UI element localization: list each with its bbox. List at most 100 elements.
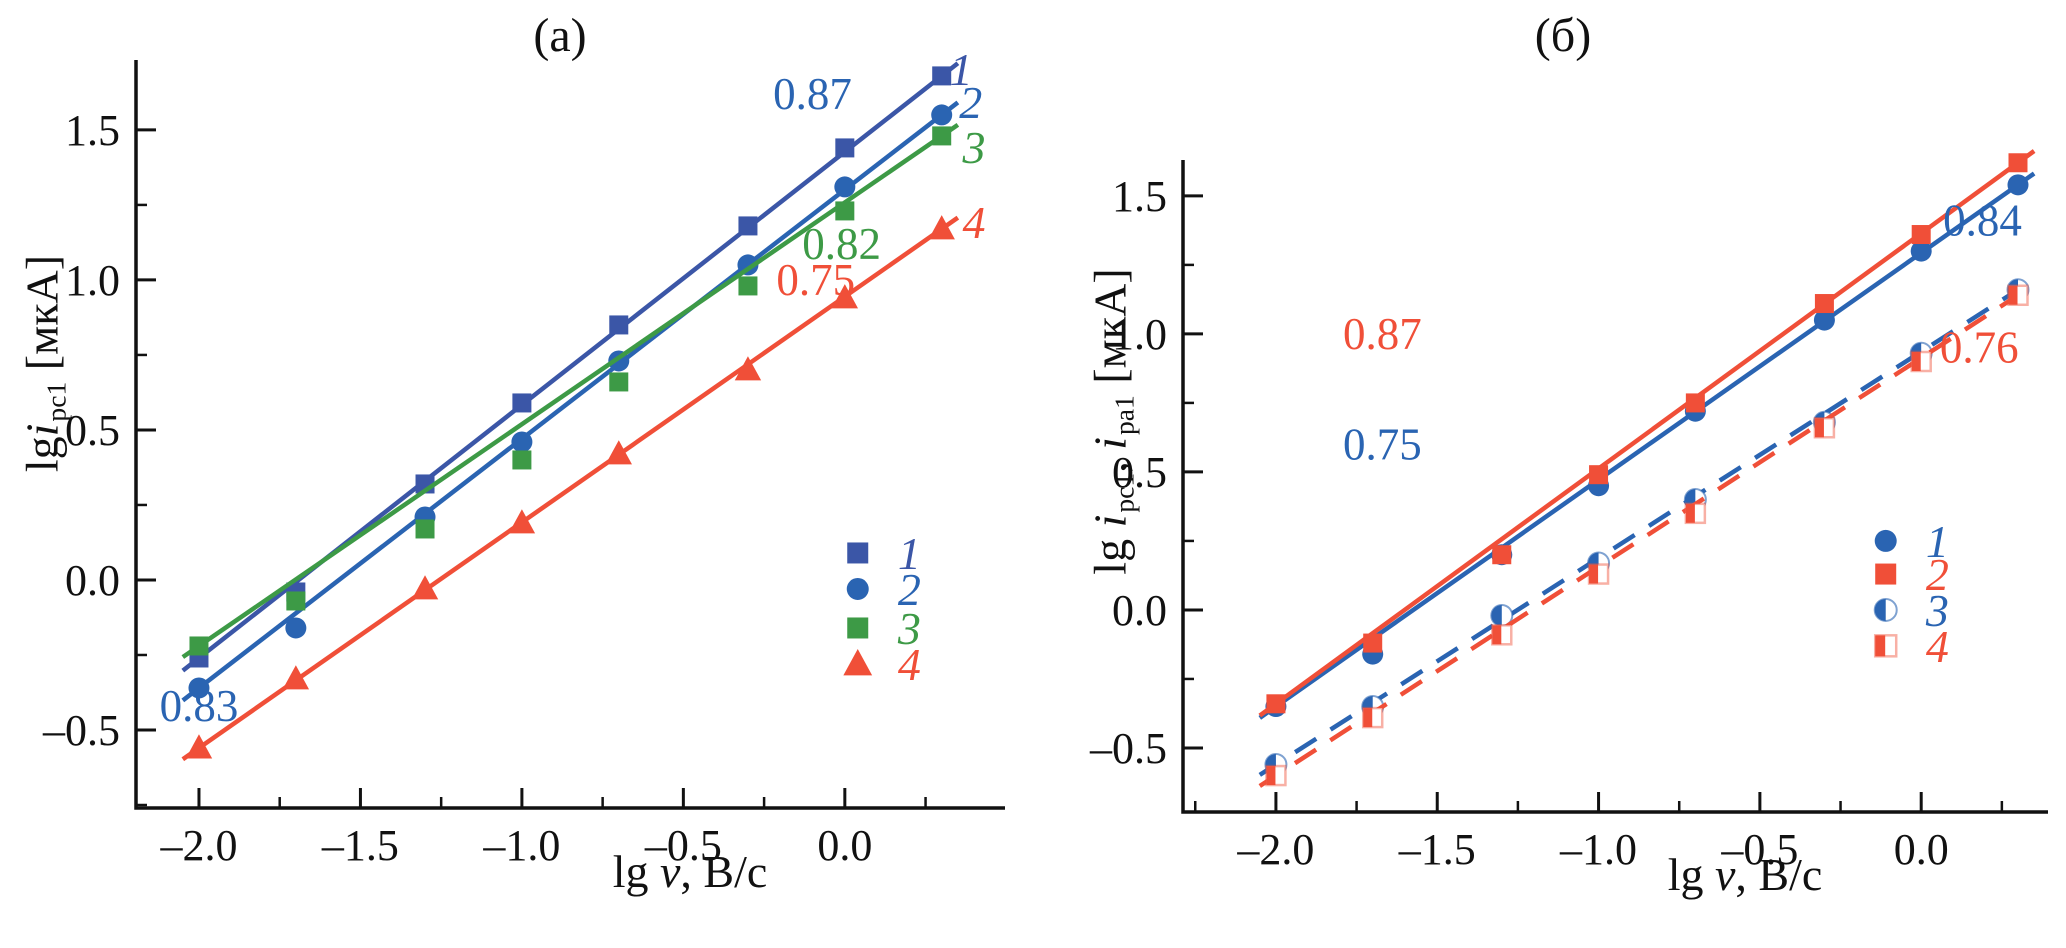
axis-title-part: i	[16, 423, 68, 437]
axis-lines	[134, 60, 1005, 810]
panel-a-title: (а)	[533, 9, 587, 62]
series-1-marker	[835, 138, 855, 158]
legend-marker-4	[1875, 635, 1886, 657]
axis-title-part: lg	[612, 846, 660, 897]
axis-title-part: [мкА]	[1084, 268, 1136, 396]
slope-annotation: 0.83	[160, 681, 239, 731]
x-tick-label: 0.0	[817, 821, 872, 870]
series-3-line	[181, 122, 960, 659]
x-tick-label: –2.0	[1236, 825, 1314, 874]
series-3-marker	[835, 201, 855, 221]
axis-title-part: v	[659, 846, 681, 897]
legend-marker-3	[847, 617, 869, 639]
series-2-marker	[1266, 694, 1286, 714]
series-4-marker	[411, 575, 439, 600]
legend-label-4: 4	[898, 639, 921, 690]
series-4-line	[1258, 282, 2036, 788]
legend-label-4: 4	[1926, 621, 1949, 672]
legend-marker-2	[846, 577, 869, 600]
series-2-marker	[285, 617, 307, 639]
series-1-marker	[738, 216, 758, 236]
series-1-marker	[932, 66, 952, 86]
axis-title-part: lg	[1667, 849, 1715, 900]
chart-b-plot: –2.0 –1.5 –1.0 –0.5 0.0 1.5 1.0 0.5 0.0 –0.5 0.87 0…	[1089, 149, 2048, 874]
line-label: 3	[961, 122, 985, 173]
series-3-marker	[738, 276, 758, 296]
slope-annotation: 0.75	[1343, 419, 1422, 469]
line-label: 1	[950, 44, 973, 95]
series-4-marker	[1685, 503, 1695, 523]
series-2-line	[1258, 149, 2036, 718]
series-4-marker	[2008, 285, 2018, 305]
series-2-marker	[931, 104, 953, 126]
y-tick-label: 1.0	[1112, 310, 1167, 359]
series-3-marker	[415, 519, 435, 539]
axis-title-part: pa1	[1108, 395, 1140, 435]
x-tick-label: –0.5	[644, 821, 722, 870]
x-tick-label: –0.5	[1720, 825, 1798, 874]
chart-a-plot: –2.0 –1.5 –1.0 –0.5 0.0 1.5 1.0 0.5 0.0 –0.5 0.87 0…	[42, 44, 1005, 870]
x-tick-label: –1.0	[1559, 825, 1637, 874]
y-tick-label: 0.5	[65, 406, 120, 455]
y-tick-label: 0.5	[1112, 448, 1167, 497]
axis-title-part: v	[1714, 849, 1736, 900]
series-1-marker	[1910, 240, 1932, 262]
series-2-marker	[1492, 545, 1512, 565]
series-1-marker	[2007, 174, 2029, 196]
axis-title-part: pc1	[40, 381, 72, 422]
line-label: 2	[959, 77, 982, 128]
slope-annotation: 0.76	[1940, 323, 2019, 373]
series-1-marker	[512, 393, 532, 413]
axis-title-part: ,	[1084, 449, 1136, 473]
panel-b-yaxis-title: lg ipc1, ipa1 [мкА]	[1084, 112, 1140, 732]
series-1-line	[1258, 171, 2036, 720]
y-tick-label: 1.5	[65, 106, 120, 155]
series-2-line	[181, 100, 960, 703]
series-4-marker	[734, 356, 762, 381]
legend-label-3: 3	[1925, 585, 1949, 636]
series-4-marker	[185, 734, 213, 759]
x-tick-label: 0.0	[1894, 825, 1949, 874]
series-2-marker	[2008, 153, 2028, 173]
legend-marker-2	[1875, 563, 1897, 585]
series-2-marker	[1685, 393, 1705, 413]
slope-annotation: 0.87	[1343, 309, 1422, 359]
axis-title-part: lg	[1084, 527, 1136, 575]
series-4-marker	[1589, 564, 1599, 584]
legend-marker-4	[843, 648, 873, 676]
slope-annotation: 0.75	[776, 255, 855, 305]
series-3-marker	[609, 372, 629, 392]
y-tick-label: 0.0	[65, 556, 120, 605]
legend-marker-1	[1874, 529, 1897, 552]
legend-label-2: 2	[898, 564, 921, 615]
x-tick-label: –1.0	[482, 821, 560, 870]
series-2-marker	[511, 431, 533, 453]
legend-label-3: 3	[897, 603, 921, 654]
x-tick-label: –1.5	[1398, 825, 1476, 874]
series-4-marker	[282, 665, 310, 690]
series-1-marker	[609, 315, 629, 335]
y-tick-label: –0.5	[1089, 724, 1167, 773]
series-4-line	[181, 215, 960, 762]
y-tick-label: 1.5	[1112, 172, 1167, 221]
panel-a-yaxis-title: lgipc1 [мкА]	[16, 54, 72, 674]
slope-annotation: 0.84	[1943, 196, 2022, 246]
line-label: 4	[962, 197, 985, 248]
series-3-marker	[1491, 604, 1502, 626]
series-2-marker	[1589, 465, 1609, 485]
axis-title-part: pc1	[1108, 472, 1140, 513]
axis-title-part: , В/с	[1735, 849, 1823, 900]
legend-marker-3	[1874, 598, 1886, 621]
series-4-marker	[1911, 352, 1921, 372]
series-3-marker	[286, 591, 306, 611]
y-tick-label: –0.5	[42, 706, 120, 755]
series-2-marker	[1814, 294, 1834, 314]
panel-a: –2.0 –1.5 –1.0 –0.5 0.0 1.5 1.0 0.5 0.0 –0.5 0.87 0…	[16, 9, 1005, 897]
slope-annotation: 0.82	[802, 219, 881, 269]
series-1-marker	[1813, 309, 1835, 331]
series-2-marker	[1911, 225, 1931, 245]
series-4-marker	[1266, 766, 1276, 786]
series-4-marker	[831, 284, 859, 309]
panel-b-title: (б)	[1534, 9, 1592, 62]
